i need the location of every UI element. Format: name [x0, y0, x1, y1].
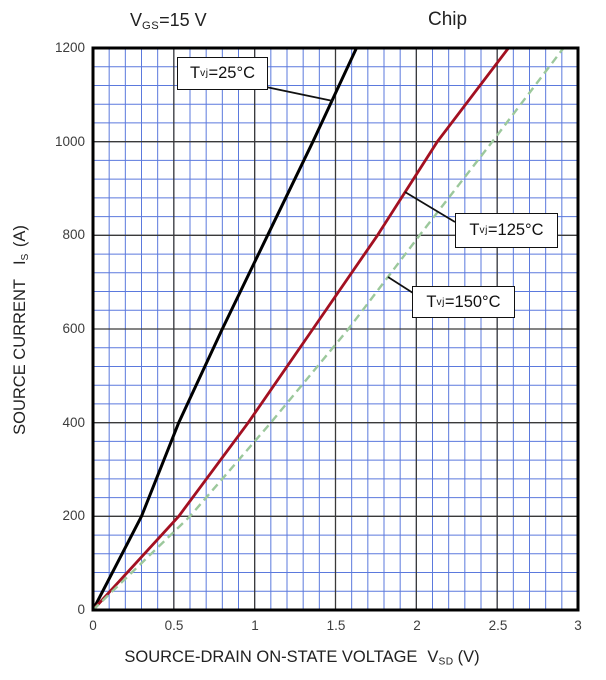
leader-150c [387, 276, 414, 294]
curve-tvj-125c [91, 47, 510, 611]
leader-lines [265, 86, 456, 294]
y-tick-0: 0 [77, 602, 85, 617]
y-title-text: SOURCE CURRENT [11, 279, 30, 435]
curve-tvj-25c [91, 47, 358, 611]
x-tick-3: 3 [574, 618, 582, 633]
y-tick-200: 200 [62, 508, 85, 523]
plot-border [91, 46, 580, 612]
curve-tvj-150c [92, 47, 565, 611]
tvj-25c-value: =25°C [208, 64, 255, 82]
leader-25c [265, 86, 334, 102]
y-axis-title: SOURCE CURRENT IS (A) [11, 225, 31, 435]
x-tick-1p5: 1.5 [326, 618, 346, 633]
vgs-value: =15 V [159, 10, 207, 30]
tvj-150c-subscript: vj [436, 296, 445, 308]
tvj-150c-value: =150°C [444, 292, 501, 311]
y-title-symbol: I [11, 260, 30, 266]
tvj-125c-value: =125°C [487, 221, 544, 239]
y-title-symbol-sub: S [19, 253, 31, 261]
x-axis-title: SOURCE-DRAIN ON-STATE VOLTAGE VSD (V) [124, 648, 479, 668]
tvj-125c-symbol: T [469, 221, 480, 239]
x-tick-0: 0 [89, 618, 97, 633]
y-tick-1000: 1000 [54, 134, 85, 149]
x-tick-0p5: 0.5 [164, 618, 184, 633]
tvj-150c-symbol: T [426, 292, 437, 311]
grid-major-lines [93, 48, 578, 610]
y-tick-600: 600 [62, 321, 85, 336]
x-tick-1: 1 [251, 618, 259, 633]
y-tick-400: 400 [62, 415, 85, 430]
tvj-25c-symbol: T [190, 64, 201, 82]
x-title-unit: (V) [457, 648, 480, 666]
x-tick-2: 2 [413, 618, 421, 633]
tvj-125c-subscript: vj [479, 225, 488, 236]
tvj-25c-subscript: vj [200, 68, 209, 79]
y-tick-1200: 1200 [54, 40, 85, 55]
vgs-subscript: GS [142, 19, 160, 32]
x-title-symbol: V [427, 648, 439, 666]
vgs-symbol: V [130, 10, 143, 30]
y-title-unit: (A) [11, 225, 30, 248]
y-tick-800: 800 [62, 227, 85, 242]
x-tick-2p5: 2.5 [488, 618, 508, 633]
gate-voltage-condition: VGS=15 V [130, 10, 207, 32]
leader-125c [404, 191, 456, 223]
chip-label: Chip [428, 9, 468, 30]
x-title-symbol-sub: SD [438, 656, 454, 668]
x-title-text: SOURCE-DRAIN ON-STATE VOLTAGE [124, 648, 418, 666]
curves [91, 47, 565, 611]
